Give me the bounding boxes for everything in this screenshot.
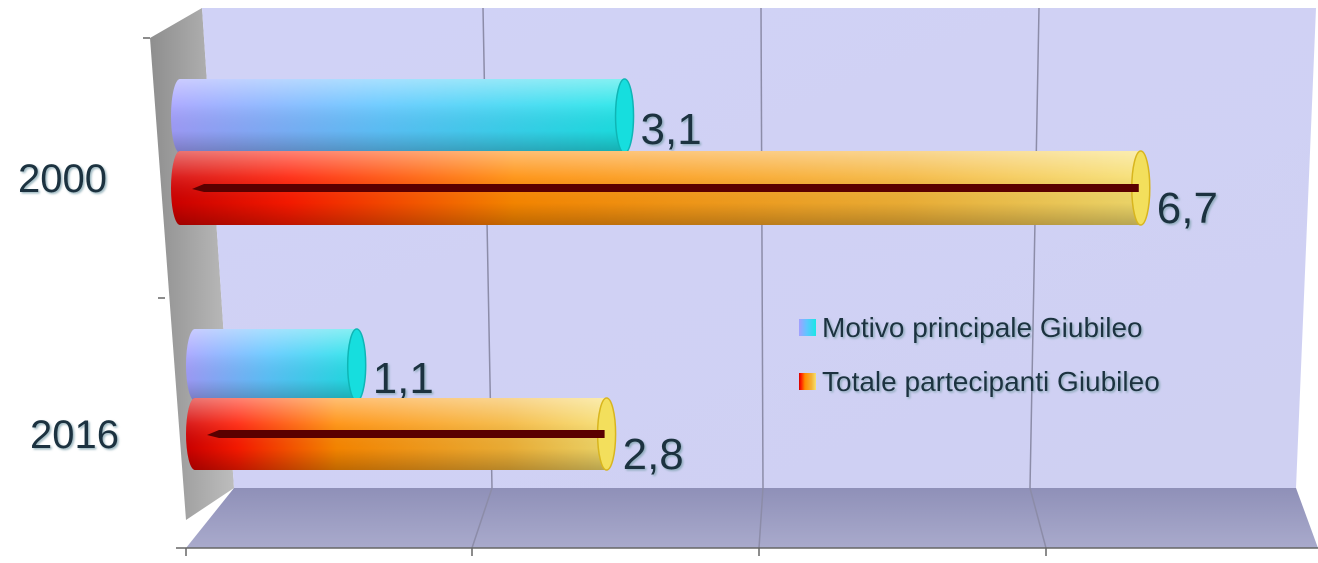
bar-cap	[614, 78, 635, 154]
bars: 3,1 6,7 1,1 2,8	[171, 78, 1218, 479]
legend-swatch	[799, 373, 816, 390]
gridline	[760, 7, 764, 489]
bar-gloss	[186, 329, 366, 401]
bar-cap	[346, 328, 367, 402]
legend: Motivo principale Giubileo Totale partec…	[799, 312, 1160, 397]
bar-gloss	[171, 79, 634, 153]
bar	[186, 328, 367, 402]
legend-item: Motivo principale Giubileo	[799, 312, 1143, 343]
legend-item: Totale partecipanti Giubileo	[799, 366, 1160, 397]
value-axis	[143, 37, 1318, 556]
data-label: 6,7	[1157, 184, 1218, 233]
data-label: 3,1	[641, 105, 702, 154]
gridline	[471, 487, 493, 549]
chart-floor	[186, 488, 1318, 548]
bar	[186, 397, 617, 471]
data-label: 2,8	[623, 430, 684, 479]
data-label: 1,1	[373, 354, 434, 403]
bar-streak	[207, 430, 605, 438]
legend-label: Totale partecipanti Giubileo	[822, 366, 1160, 397]
bar-streak	[192, 184, 1139, 192]
category-label: 2000	[18, 157, 107, 201]
gridline	[1029, 7, 1040, 489]
legend-label: Motivo principale Giubileo	[822, 312, 1143, 343]
legend-swatch	[799, 319, 816, 336]
gridline	[1029, 487, 1047, 549]
bar	[171, 78, 635, 154]
bar	[171, 150, 1151, 226]
gridline	[758, 487, 764, 549]
category-label: 2016	[30, 413, 119, 457]
